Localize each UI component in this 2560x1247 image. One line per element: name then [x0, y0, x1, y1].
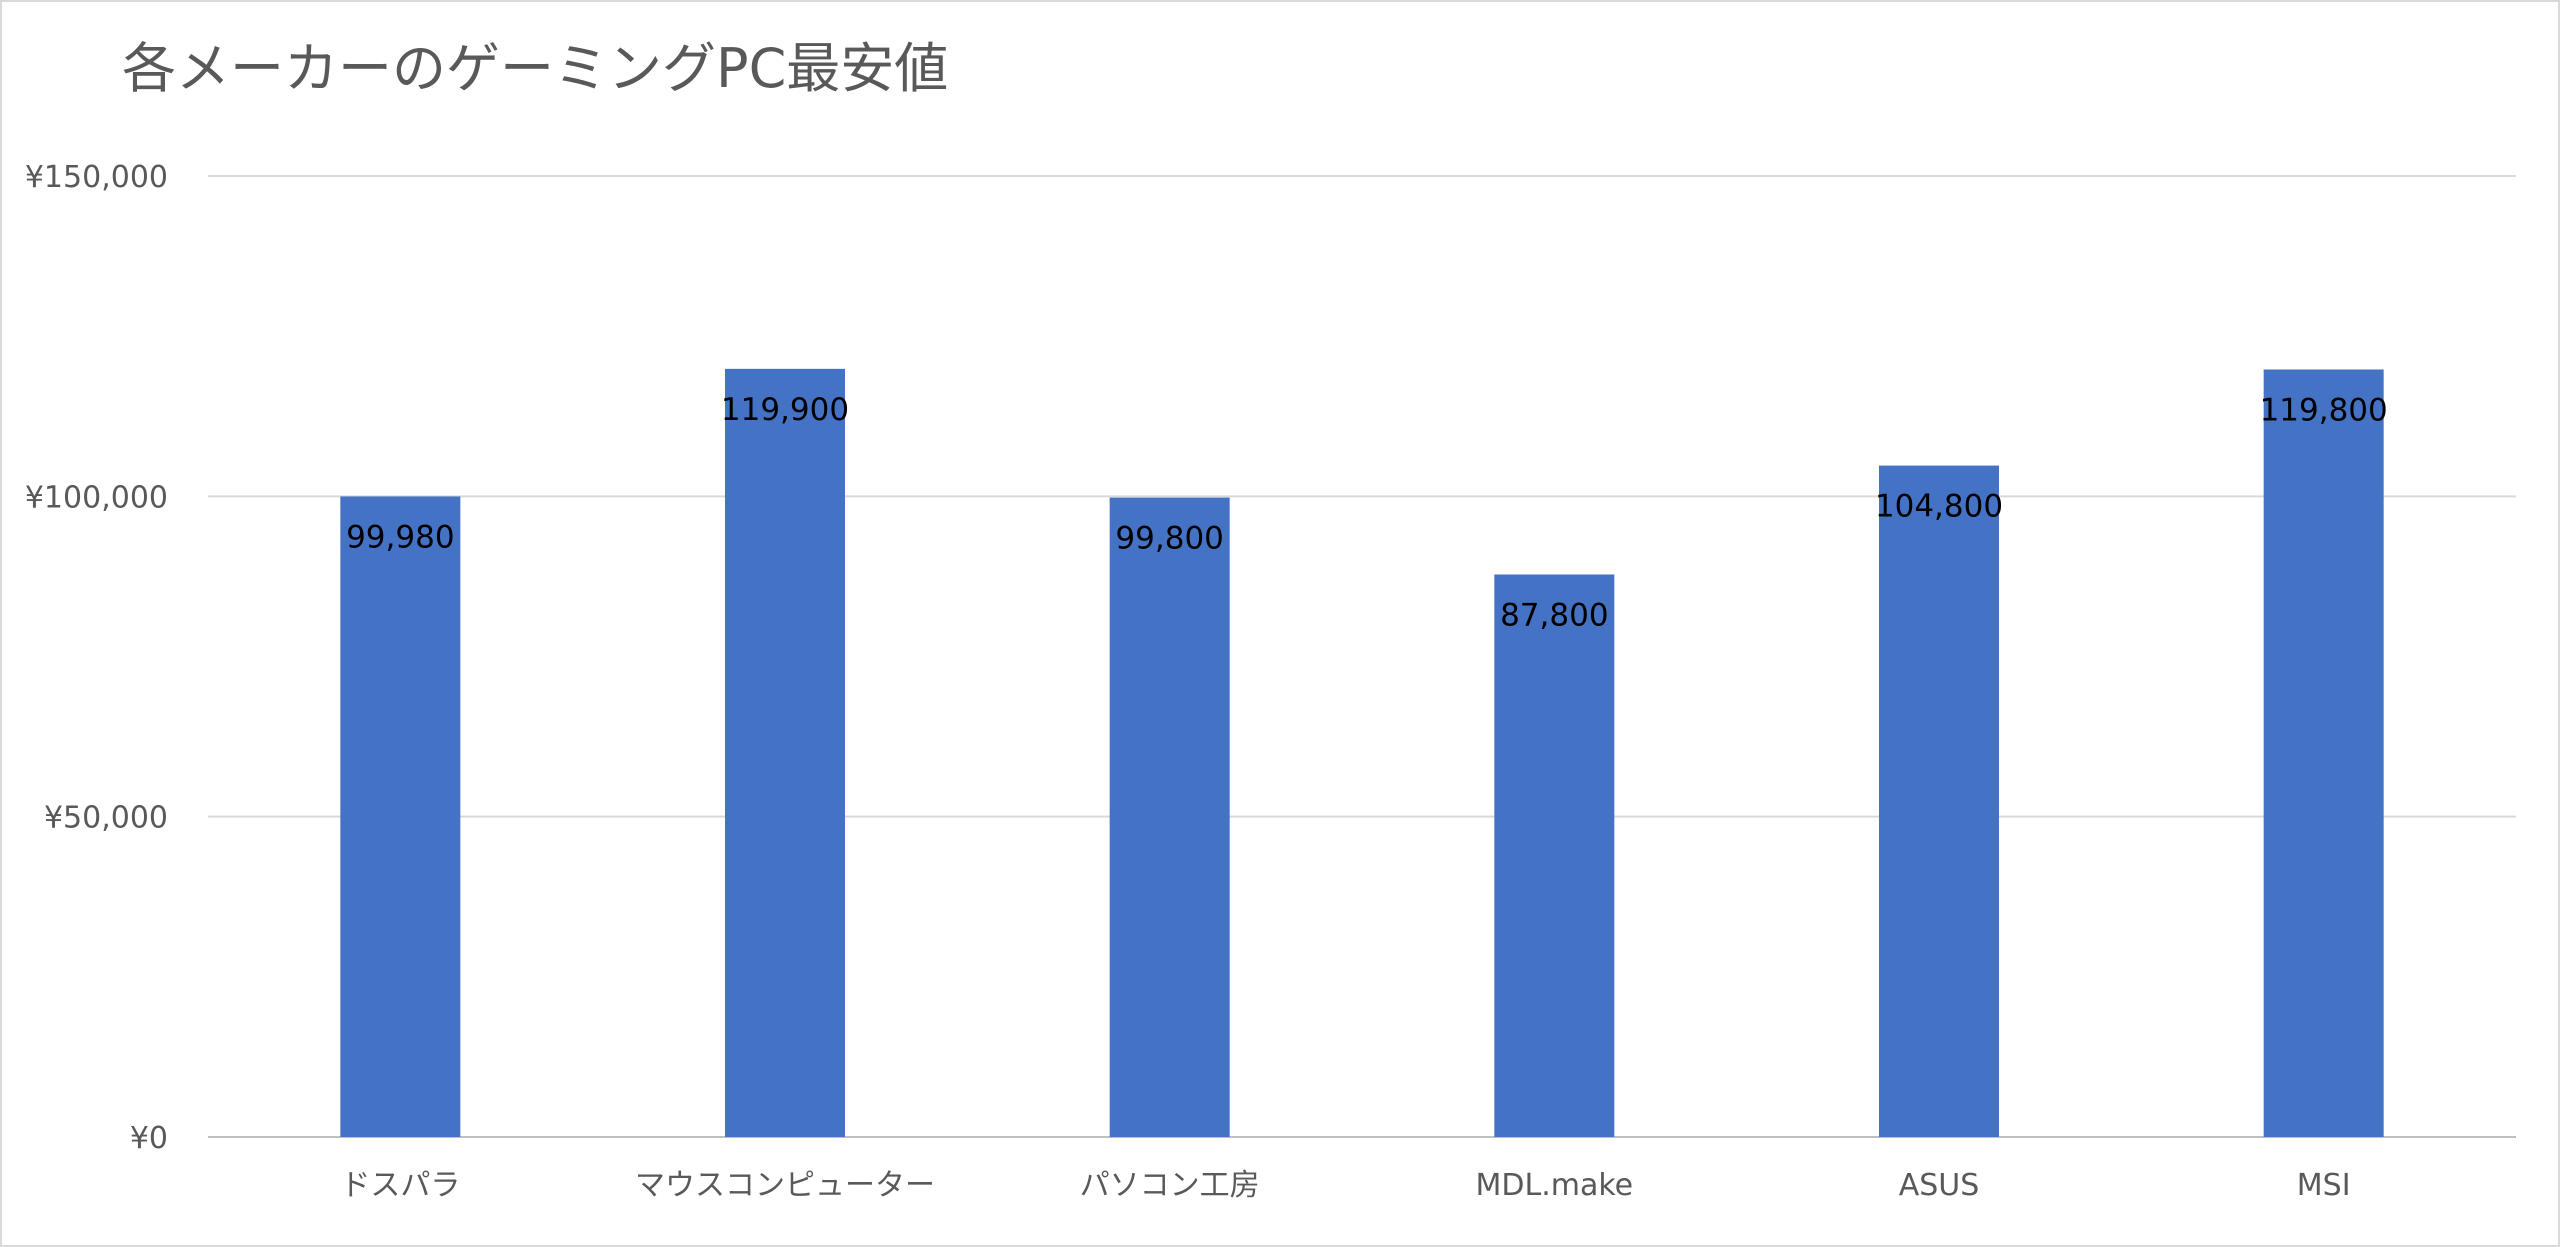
- y-tick-label: ¥0: [130, 1121, 168, 1156]
- bar: [1494, 574, 1615, 1137]
- y-tick-label: ¥150,000: [25, 160, 168, 195]
- y-tick-label: ¥100,000: [25, 480, 168, 515]
- y-tick-label: ¥50,000: [44, 801, 168, 836]
- bar: [1109, 497, 1230, 1138]
- data-label: 119,800: [2260, 392, 2388, 428]
- data-label: 99,800: [1115, 521, 1223, 557]
- x-tick-label: ASUS: [1899, 1168, 1980, 1203]
- data-label: 87,800: [1500, 597, 1608, 633]
- x-tick-label: MDL.make: [1476, 1168, 1634, 1203]
- x-tick-label: MSI: [2297, 1168, 2351, 1203]
- bar: [1879, 465, 1999, 1138]
- data-label: 119,900: [721, 392, 849, 428]
- bar: [725, 368, 845, 1137]
- bar: [2263, 369, 2384, 1137]
- data-label: 104,800: [1875, 489, 2003, 525]
- x-tick-label: ドスパラ: [340, 1168, 460, 1203]
- data-label: 99,980: [346, 519, 454, 555]
- chart-title: 各メーカーのゲーミングPC最安値: [122, 37, 949, 100]
- bar: [340, 496, 461, 1138]
- x-tick-label: パソコン工房: [1080, 1168, 1260, 1203]
- x-tick-label: マウスコンピューター: [635, 1168, 935, 1203]
